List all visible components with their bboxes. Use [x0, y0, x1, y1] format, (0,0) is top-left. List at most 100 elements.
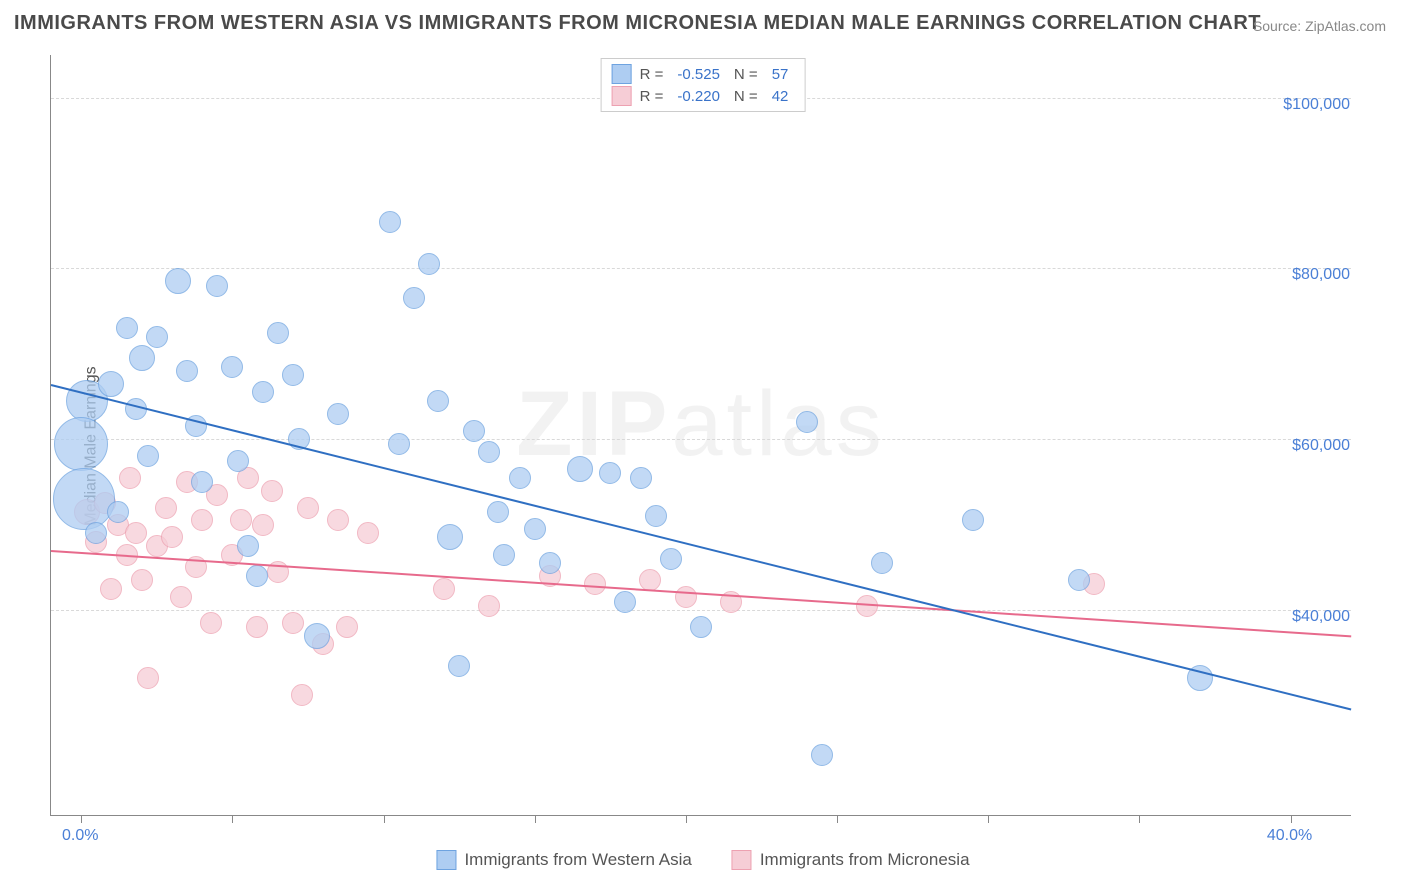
- scatter-point: [433, 578, 455, 600]
- scatter-point: [98, 371, 124, 397]
- gridline: [51, 268, 1351, 269]
- scatter-point: [599, 462, 621, 484]
- scatter-point: [630, 467, 652, 489]
- scatter-point: [125, 398, 147, 420]
- plot-area: ZIPatlas: [50, 55, 1351, 816]
- x-tick-label: 0.0%: [62, 827, 98, 845]
- scatter-point: [567, 456, 593, 482]
- scatter-point: [282, 364, 304, 386]
- scatter-point: [146, 326, 168, 348]
- scatter-point: [131, 569, 153, 591]
- scatter-point: [493, 544, 515, 566]
- legend-swatch: [436, 850, 456, 870]
- x-tick: [535, 815, 536, 823]
- gridline: [51, 439, 1351, 440]
- scatter-point: [487, 501, 509, 523]
- y-tick-label: $60,000: [1260, 437, 1350, 455]
- scatter-point: [539, 552, 561, 574]
- scatter-point: [871, 552, 893, 574]
- x-tick: [686, 815, 687, 823]
- scatter-point: [221, 356, 243, 378]
- legend-swatch: [612, 64, 632, 84]
- x-tick: [232, 815, 233, 823]
- legend-label: Immigrants from Western Asia: [464, 850, 691, 870]
- scatter-point: [252, 514, 274, 536]
- legend-swatch: [732, 850, 752, 870]
- scatter-point: [100, 578, 122, 600]
- scatter-point: [336, 616, 358, 638]
- scatter-point: [176, 360, 198, 382]
- scatter-point: [478, 441, 500, 463]
- stat-n-label: N =: [734, 88, 758, 105]
- scatter-point: [291, 684, 313, 706]
- stat-n-label: N =: [734, 66, 758, 83]
- scatter-point: [614, 591, 636, 613]
- x-tick: [81, 815, 82, 823]
- scatter-point: [161, 526, 183, 548]
- stat-r-value: -0.220: [677, 88, 720, 105]
- scatter-point: [129, 345, 155, 371]
- scatter-point: [230, 509, 252, 531]
- gridline: [51, 610, 1351, 611]
- stat-r-label: R =: [640, 88, 664, 105]
- stats-row: R = -0.220 N = 42: [612, 85, 795, 107]
- watermark-bold: ZIP: [516, 373, 671, 475]
- legend-label: Immigrants from Micronesia: [760, 850, 970, 870]
- scatter-point: [261, 480, 283, 502]
- stat-r-label: R =: [640, 66, 664, 83]
- stats-legend: R = -0.525 N = 57 R = -0.220 N = 42: [601, 58, 806, 112]
- scatter-point: [478, 595, 500, 617]
- scatter-point: [206, 275, 228, 297]
- scatter-point: [246, 565, 268, 587]
- scatter-point: [165, 268, 191, 294]
- scatter-point: [811, 744, 833, 766]
- scatter-point: [85, 522, 107, 544]
- scatter-point: [137, 445, 159, 467]
- scatter-point: [170, 586, 192, 608]
- watermark-rest: atlas: [671, 373, 885, 475]
- scatter-point: [418, 253, 440, 275]
- y-tick-label: $40,000: [1260, 608, 1350, 626]
- scatter-point: [267, 322, 289, 344]
- bottom-legend: Immigrants from Western Asia Immigrants f…: [436, 850, 969, 870]
- scatter-point: [1068, 569, 1090, 591]
- scatter-point: [53, 468, 115, 530]
- source-attribution: Source: ZipAtlas.com: [1253, 18, 1386, 34]
- x-tick-label: 40.0%: [1267, 827, 1312, 845]
- scatter-point: [191, 471, 213, 493]
- chart-title: IMMIGRANTS FROM WESTERN ASIA VS IMMIGRAN…: [14, 12, 1261, 35]
- stat-r-value: -0.525: [677, 66, 720, 83]
- scatter-point: [191, 509, 213, 531]
- scatter-point: [252, 381, 274, 403]
- scatter-point: [962, 509, 984, 531]
- scatter-point: [227, 450, 249, 472]
- scatter-point: [388, 433, 410, 455]
- scatter-point: [155, 497, 177, 519]
- y-tick-label: $80,000: [1260, 266, 1350, 284]
- scatter-point: [237, 535, 259, 557]
- scatter-point: [509, 467, 531, 489]
- legend-swatch: [612, 86, 632, 106]
- scatter-point: [107, 501, 129, 523]
- scatter-point: [796, 411, 818, 433]
- scatter-point: [437, 524, 463, 550]
- stat-n-value: 42: [772, 88, 789, 105]
- scatter-point: [379, 211, 401, 233]
- scatter-point: [116, 317, 138, 339]
- scatter-point: [137, 667, 159, 689]
- scatter-point: [427, 390, 449, 412]
- scatter-point: [403, 287, 425, 309]
- scatter-point: [327, 403, 349, 425]
- stat-n-value: 57: [772, 66, 789, 83]
- x-tick: [1291, 815, 1292, 823]
- x-tick: [837, 815, 838, 823]
- scatter-point: [304, 623, 330, 649]
- scatter-point: [119, 467, 141, 489]
- x-tick: [384, 815, 385, 823]
- legend-item: Immigrants from Micronesia: [732, 850, 970, 870]
- scatter-point: [690, 616, 712, 638]
- scatter-point: [463, 420, 485, 442]
- legend-item: Immigrants from Western Asia: [436, 850, 691, 870]
- scatter-point: [54, 417, 108, 471]
- scatter-point: [282, 612, 304, 634]
